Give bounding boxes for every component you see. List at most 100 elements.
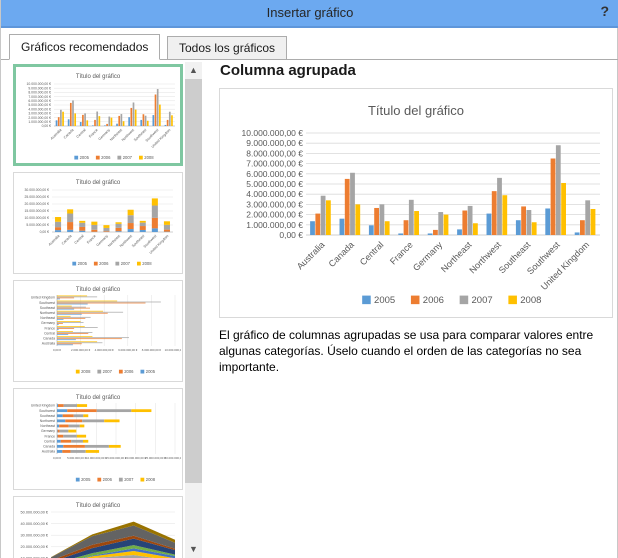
svg-text:40.000.000,00 €: 40.000.000,00 €	[21, 522, 49, 526]
svg-text:Australia: Australia	[50, 128, 63, 141]
svg-text:9.000.000,00 €: 9.000.000,00 €	[246, 138, 303, 148]
svg-text:Germany: Germany	[41, 429, 55, 433]
svg-text:Australia: Australia	[48, 234, 61, 247]
svg-text:2008: 2008	[520, 295, 541, 306]
svg-text:20.000.000,00 €: 20.000.000,00 €	[125, 456, 146, 460]
svg-text:9.000.000,00 €: 9.000.000,00 €	[28, 86, 51, 90]
svg-text:5.000.000,00 €: 5.000.000,00 €	[26, 223, 49, 227]
scrollbar-up-arrow-icon[interactable]: ▲	[185, 62, 202, 79]
svg-text:Título del gráfico: Título del gráfico	[76, 395, 121, 401]
tab-strip-rule	[1, 59, 618, 60]
tab-recommended-charts[interactable]: Gráficos recomendados	[9, 34, 161, 60]
svg-text:8.000.000,00 €: 8.000.000,00 €	[28, 91, 51, 95]
svg-text:Australia: Australia	[42, 450, 55, 454]
svg-text:Germany: Germany	[41, 321, 55, 325]
svg-text:United Kingdom: United Kingdom	[31, 296, 55, 300]
svg-text:Central: Central	[76, 128, 87, 139]
thumbnail-stacked-column[interactable]: Título del gráfico 0,00 € 5.000.000,00 € 10…	[13, 172, 183, 274]
dialog-title: Insertar gráfico	[266, 5, 354, 20]
svg-text:2008: 2008	[81, 369, 91, 374]
svg-text:7.000.000,00 €: 7.000.000,00 €	[246, 159, 303, 169]
svg-text:2007: 2007	[472, 295, 493, 306]
svg-text:30.000.000,00 €: 30.000.000,00 €	[24, 188, 49, 192]
svg-text:8.000.000,00 €: 8.000.000,00 €	[142, 348, 162, 352]
svg-text:France: France	[44, 434, 55, 438]
svg-text:France: France	[88, 128, 99, 139]
svg-text:Canada: Canada	[327, 240, 356, 269]
svg-text:2.000.000,00 €: 2.000.000,00 €	[28, 116, 51, 120]
svg-text:8.000.000,00 €: 8.000.000,00 €	[246, 148, 303, 158]
thumbnail-stacked-bar[interactable]: Título del gráfico 0,00 € 5.000.000,00 €10…	[13, 388, 183, 490]
svg-text:2008: 2008	[144, 155, 154, 160]
svg-text:Título del gráfico: Título del gráfico	[76, 74, 121, 80]
svg-text:5.000.000,00 €: 5.000.000,00 €	[246, 179, 303, 189]
chart-type-heading: Columna agrupada	[220, 62, 356, 79]
chart-description: El gráfico de columnas agrupadas se usa …	[219, 328, 594, 374]
svg-text:50.000.000,00 €: 50.000.000,00 €	[21, 510, 49, 514]
help-icon[interactable]: ?	[600, 3, 609, 19]
svg-text:Northwest: Northwest	[40, 419, 55, 423]
svg-text:4.000.000,00 €: 4.000.000,00 €	[246, 189, 303, 199]
svg-text:2008: 2008	[142, 261, 152, 266]
svg-text:20.000.000,00 €: 20.000.000,00 €	[21, 545, 49, 549]
svg-text:Canada: Canada	[63, 128, 75, 140]
svg-text:Southwest: Southwest	[39, 301, 55, 305]
svg-text:0,00 €: 0,00 €	[42, 124, 52, 128]
svg-text:Southeast: Southeast	[40, 414, 55, 418]
svg-text:4.000.000,00 €: 4.000.000,00 €	[28, 107, 51, 111]
svg-text:Título del gráfico: Título del gráfico	[368, 103, 464, 118]
svg-text:10.000.000,00 €: 10.000.000,00 €	[24, 216, 49, 220]
svg-text:Título del gráfico: Título del gráfico	[76, 503, 121, 509]
scrollbar-down-arrow-icon[interactable]: ▼	[185, 541, 202, 558]
svg-text:0,00 €: 0,00 €	[53, 456, 61, 460]
svg-text:10.000.000,00 €: 10.000.000,00 €	[242, 128, 304, 138]
chart-preview-box: Título del gráfico 0,00 €1.000.000,00 €2.…	[219, 88, 613, 318]
svg-text:Northeast: Northeast	[40, 316, 55, 320]
svg-text:25.000.000,00 €: 25.000.000,00 €	[24, 195, 49, 199]
thumbnail-scrollbar[interactable]: ▲ ▼	[185, 62, 202, 558]
svg-text:Central: Central	[44, 439, 55, 443]
main-preview-chart: Título del gráfico 0,00 €1.000.000,00 €2.…	[242, 103, 600, 306]
svg-text:2007: 2007	[124, 477, 134, 482]
svg-text:7.000.000,00 €: 7.000.000,00 €	[28, 95, 51, 99]
svg-text:3.000.000,00 €: 3.000.000,00 €	[246, 199, 303, 209]
thumbnail-clustered-column[interactable]: Título del gráfico 0,00 €1.000.000,00 €2.…	[13, 64, 183, 166]
svg-text:6.000.000,00 €: 6.000.000,00 €	[118, 348, 138, 352]
svg-text:2.000.000,00 €: 2.000.000,00 €	[246, 210, 303, 220]
svg-text:Título del gráfico: Título del gráfico	[76, 180, 121, 186]
svg-text:6.000.000,00 €: 6.000.000,00 €	[246, 169, 303, 179]
svg-text:1.000.000,00 €: 1.000.000,00 €	[28, 120, 51, 124]
svg-text:2008: 2008	[146, 477, 156, 482]
thumbnail-stacked-column-chart: Título del gráfico 0,00 € 5.000.000,00 € 10…	[24, 180, 173, 266]
svg-text:Northwest: Northwest	[40, 311, 55, 315]
svg-text:Canada: Canada	[61, 234, 73, 246]
svg-text:Título del gráfico: Título del gráfico	[76, 287, 121, 293]
svg-text:Central: Central	[44, 331, 55, 335]
svg-text:Central: Central	[358, 240, 386, 268]
svg-text:France: France	[86, 234, 97, 245]
svg-text:2006: 2006	[101, 155, 111, 160]
tab-all-charts[interactable]: Todos los gráficos	[167, 36, 288, 60]
svg-text:Canada: Canada	[43, 445, 55, 449]
thumbnail-stacked-bar-chart: Título del gráfico 0,00 € 5.000.000,00 €10…	[31, 395, 181, 482]
svg-text:0,00 €: 0,00 €	[53, 348, 61, 352]
svg-text:10.000.000,00 €: 10.000.000,00 €	[26, 82, 51, 86]
scrollbar-thumb[interactable]	[185, 79, 202, 483]
svg-text:2006: 2006	[423, 295, 444, 306]
svg-text:Northeast: Northeast	[40, 424, 55, 428]
thumbnail-clustered-bar[interactable]: Título del gráfico 0,00 € 2.000.000,00 € 4.…	[13, 280, 183, 382]
thumbnail-clustered-column-chart: Título del gráfico 0,00 €1.000.000,00 €2.…	[26, 74, 175, 160]
svg-text:10.000.000,00 €: 10.000.000,00 €	[86, 456, 107, 460]
svg-text:Australia: Australia	[295, 240, 327, 272]
svg-text:2006: 2006	[103, 477, 113, 482]
svg-text:France: France	[44, 326, 55, 330]
svg-text:2005: 2005	[78, 261, 88, 266]
recommended-chart-list: Título del gráfico 0,00 €1.000.000,00 €2.…	[13, 64, 183, 558]
svg-text:United Kingdom: United Kingdom	[31, 404, 55, 408]
svg-text:6.000.000,00 €: 6.000.000,00 €	[28, 99, 51, 103]
svg-text:5.000.000,00 €: 5.000.000,00 €	[67, 456, 87, 460]
svg-text:10.000.000,00 €: 10.000.000,00 €	[165, 348, 181, 352]
svg-text:2.000.000,00 €: 2.000.000,00 €	[71, 348, 91, 352]
